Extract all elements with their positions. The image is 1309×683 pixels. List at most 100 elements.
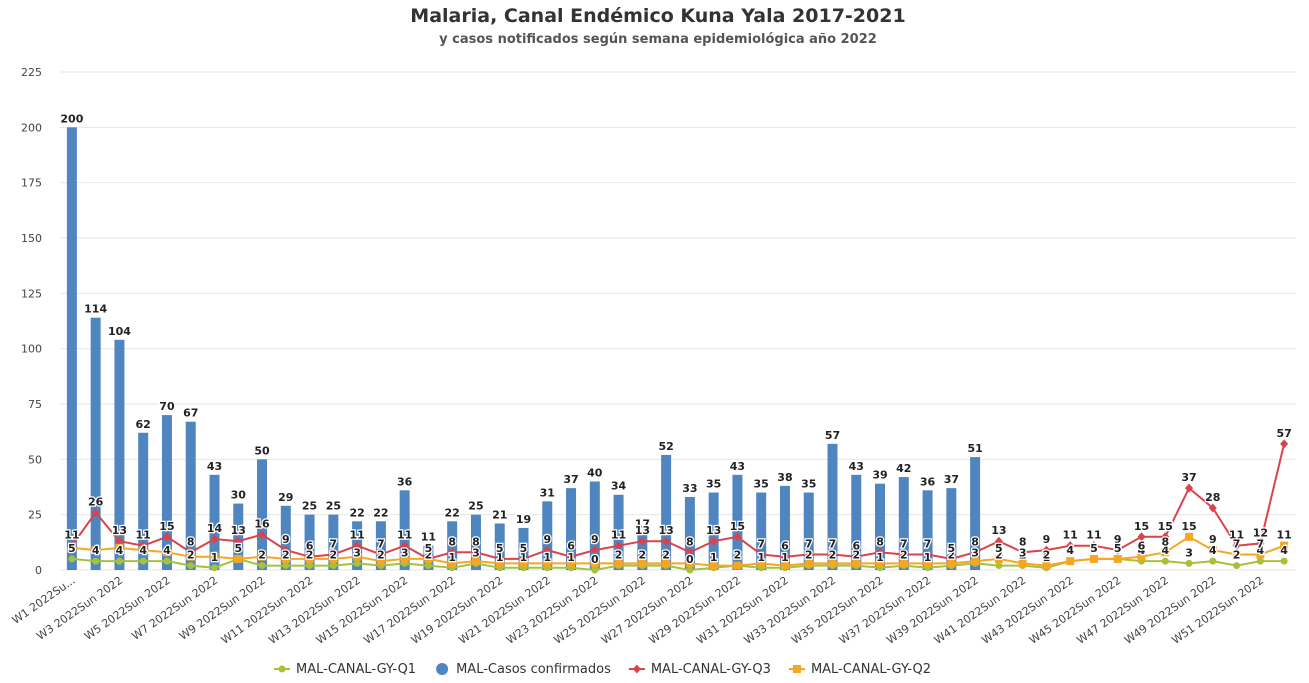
point [1280, 439, 1289, 449]
point [258, 562, 266, 570]
point [1185, 532, 1194, 541]
y-tick-label: 175 [21, 177, 42, 190]
data-label: 13 [991, 524, 1006, 537]
data-label: 52 [658, 440, 673, 453]
point [495, 559, 504, 568]
point [234, 536, 243, 546]
point [780, 561, 789, 570]
point [733, 561, 742, 570]
data-label: 7 [829, 538, 837, 551]
point [1161, 548, 1170, 557]
bar [589, 481, 600, 570]
point [828, 550, 837, 560]
data-label: 37 [944, 473, 959, 486]
point [757, 550, 766, 560]
data-label: 15 [159, 520, 174, 533]
point [828, 559, 837, 568]
x-tick-label: W7 2022Sun 2022 [129, 574, 220, 643]
data-label: 4 [1257, 544, 1265, 557]
bar [542, 501, 553, 570]
y-tick-label: 50 [28, 453, 42, 466]
bar [613, 494, 624, 570]
data-label: 0 [686, 553, 694, 566]
data-label: 8 [448, 535, 456, 548]
data-label: 2 [734, 549, 742, 562]
point [424, 554, 433, 563]
bar [922, 490, 933, 570]
data-label: 26 [88, 495, 104, 508]
data-label: 33 [682, 482, 697, 495]
data-label: 3 [472, 546, 480, 559]
point [306, 562, 314, 570]
point [876, 547, 885, 557]
data-label: 6 [567, 540, 575, 553]
data-label: 2 [805, 549, 813, 562]
data-label: 9 [591, 533, 599, 546]
point [994, 554, 1003, 563]
data-label: 36 [397, 475, 413, 488]
bar [827, 443, 838, 570]
data-label: 11 [1229, 529, 1244, 542]
data-label: 62 [136, 418, 151, 431]
data-label: 5 [234, 542, 242, 555]
point [1113, 545, 1122, 555]
point [1042, 561, 1051, 570]
data-label: 22 [349, 506, 364, 519]
data-label: 11 [1086, 529, 1101, 542]
point [115, 536, 124, 546]
bar [779, 485, 790, 570]
data-label: 6 [852, 540, 860, 553]
data-label: 7 [1233, 538, 1241, 551]
point [1089, 541, 1098, 551]
data-label: 5 [496, 542, 504, 555]
data-label: 11 [349, 529, 364, 542]
data-label: 22 [445, 506, 460, 519]
point [424, 562, 432, 570]
y-tick-label: 150 [21, 232, 42, 245]
point [115, 543, 124, 552]
bar [946, 488, 957, 570]
bar [970, 457, 981, 570]
data-label: 3 [1019, 546, 1027, 559]
point [614, 559, 623, 568]
data-label: 4 [163, 544, 171, 557]
bar [851, 474, 862, 570]
data-label: 1 [211, 551, 219, 564]
data-label: 19 [516, 513, 531, 526]
data-label: 1 [781, 551, 789, 564]
data-label: 5 [1114, 542, 1122, 555]
point [67, 543, 76, 552]
point [1161, 557, 1169, 565]
point [662, 559, 671, 568]
data-label: 4 [1066, 544, 1074, 557]
data-label: 16 [254, 518, 270, 531]
data-label: 25 [302, 500, 317, 513]
point [92, 557, 100, 565]
data-label: 2 [639, 549, 647, 562]
point [591, 566, 599, 574]
point [329, 562, 337, 570]
y-tick-label: 100 [21, 343, 42, 356]
point [278, 665, 286, 673]
bar [684, 496, 695, 570]
data-label: 25 [326, 500, 341, 513]
data-label: 14 [207, 522, 223, 535]
data-label: 37 [563, 473, 578, 486]
point [1256, 557, 1264, 565]
data-label: 13 [635, 524, 650, 537]
data-label: 2 [306, 549, 314, 562]
data-label: 4 [1280, 544, 1288, 557]
point [1042, 545, 1051, 555]
bar [90, 317, 101, 570]
point [519, 559, 528, 568]
data-label: 9 [1043, 533, 1051, 546]
data-label: 7 [377, 538, 385, 551]
data-label: 11 [397, 529, 412, 542]
data-label: 37 [1181, 471, 1196, 484]
point [1208, 503, 1217, 513]
data-label: 9 [543, 533, 551, 546]
point [852, 552, 861, 562]
data-label: 7 [330, 538, 338, 551]
data-label: 8 [1019, 535, 1027, 548]
data-label: 7 [1257, 538, 1265, 551]
